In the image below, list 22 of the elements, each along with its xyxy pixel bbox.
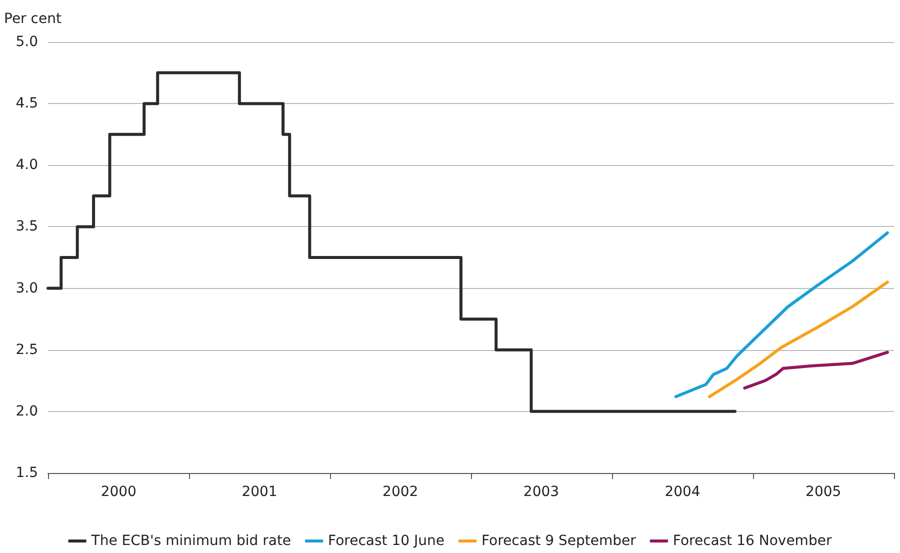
y-axis-title: Per cent — [4, 11, 62, 27]
line-series — [674, 231, 889, 398]
y-tick-label: 3.5 — [16, 218, 38, 235]
y-tick-label: 1.5 — [16, 465, 38, 481]
line-series — [743, 350, 889, 390]
x-tick-label: 2001 — [242, 484, 278, 500]
x-tick-label: 2003 — [523, 484, 560, 500]
x-tick-label: 2002 — [382, 484, 418, 500]
x-tick-label: 2005 — [806, 484, 842, 500]
y-tick-label: 4.5 — [16, 96, 38, 112]
y-tick-label: 4.0 — [16, 157, 38, 174]
y-tick-label: 5.0 — [16, 34, 38, 50]
y-tick-label: 2.5 — [16, 342, 38, 358]
y-tick-label: 2.0 — [16, 403, 38, 420]
x-tick-label: 2000 — [100, 484, 136, 500]
legend-label: Forecast 16 November — [672, 533, 832, 549]
legend-label: The ECB's minimum bid rate — [90, 533, 292, 549]
x-tick-label: 2004 — [664, 484, 700, 500]
line-series — [708, 280, 889, 398]
legend-label: Forecast 10 June — [328, 533, 444, 549]
y-tick-label: 3.0 — [16, 280, 38, 296]
legend-label: Forecast 9 September — [481, 533, 636, 549]
